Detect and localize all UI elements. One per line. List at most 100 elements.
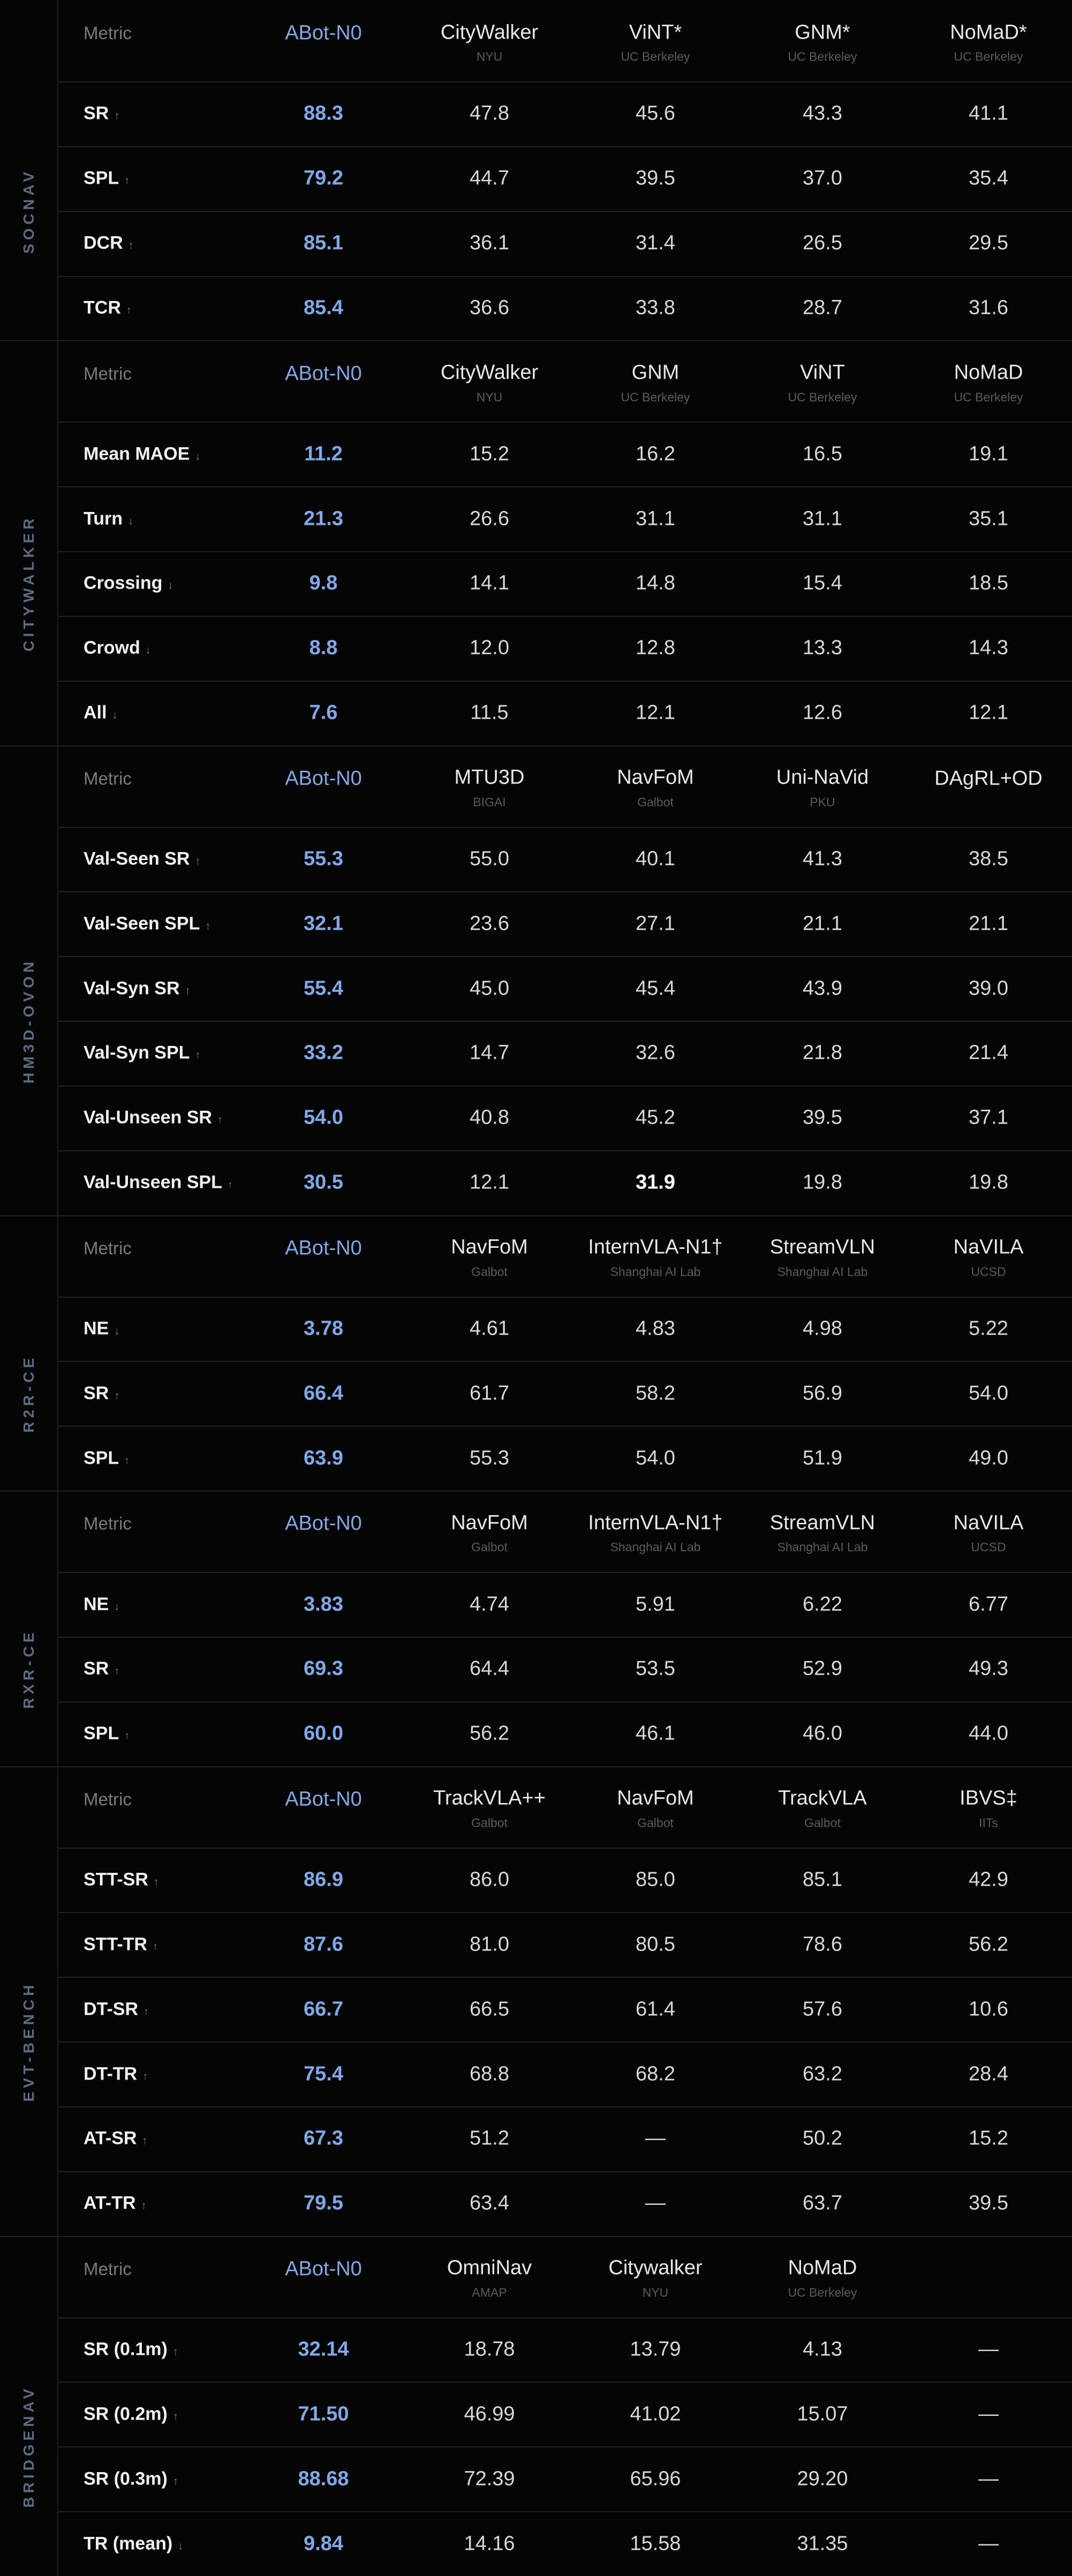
- column-name: Citywalker: [608, 2256, 703, 2279]
- value-cell: 3.83: [304, 1593, 343, 1616]
- metric-label: Crossing ↓: [84, 573, 173, 594]
- metric-header: Metric: [84, 1238, 132, 1258]
- value-cell: 15.2: [969, 2127, 1008, 2150]
- metric-name: STT-TR: [84, 1934, 147, 1955]
- metric-label: Val-Syn SR ↑: [84, 978, 191, 999]
- direction-arrow: ↓: [114, 1601, 120, 1613]
- metric-name: NE: [84, 1318, 109, 1339]
- column-name: ABot-N0: [285, 21, 362, 44]
- direction-arrow: ↓: [168, 579, 173, 592]
- metric-header: Metric: [84, 1513, 132, 1534]
- metric-header: Metric: [84, 768, 132, 788]
- direction-arrow: ↓: [112, 709, 118, 721]
- value-cell: 16.2: [636, 442, 675, 465]
- header-divider: [57, 826, 1072, 828]
- value-cell: 65.96: [630, 2467, 681, 2490]
- metric-label: NE ↓: [84, 1594, 119, 1615]
- row-divider: [57, 2446, 1072, 2448]
- value-cell: 57.6: [803, 1998, 842, 2021]
- value-cell: 39.5: [636, 167, 675, 190]
- direction-arrow: ↓: [128, 515, 134, 528]
- metric-label: Val-Unseen SR ↑: [84, 1108, 223, 1128]
- metric-label: DT-SR ↑: [84, 1999, 149, 2020]
- metric-name: Val-Unseen SR: [84, 1107, 212, 1128]
- metric-header: Metric: [84, 23, 132, 43]
- section-divider: [0, 340, 1072, 342]
- direction-arrow: ↑: [205, 920, 211, 932]
- metric-name: SR (0.2m): [84, 2404, 168, 2424]
- value-cell: 13.3: [803, 636, 842, 659]
- section-divider: [0, 1766, 1072, 1767]
- value-cell: —: [645, 2191, 666, 2215]
- metric-label: AT-TR ↑: [84, 2193, 147, 2214]
- header-divider: [57, 421, 1072, 423]
- column-name: NaVILA: [953, 1236, 1024, 1259]
- section-label: BRIDGENAV: [20, 2385, 37, 2508]
- column-affiliation: NYU: [642, 2285, 669, 2300]
- value-cell: 64.4: [470, 1657, 509, 1680]
- column-name: ABot-N0: [285, 362, 362, 385]
- value-cell: 51.9: [803, 1447, 842, 1470]
- value-cell: 32.1: [304, 912, 343, 935]
- value-cell: 4.83: [636, 1317, 675, 1340]
- row-divider: [57, 1021, 1072, 1022]
- metric-name: SR: [84, 103, 109, 124]
- metric-label: SR ↑: [84, 1659, 119, 1679]
- value-cell: 6.77: [969, 1593, 1008, 1616]
- metric-name: Val-Syn SR: [84, 978, 180, 999]
- value-cell: 32.6: [636, 1041, 675, 1064]
- metric-name: Val-Unseen SPL: [84, 1172, 222, 1193]
- value-cell: 15.2: [470, 442, 509, 465]
- column-affiliation: Galbot: [471, 1816, 508, 1830]
- value-cell: 21.1: [969, 912, 1008, 935]
- value-cell: 39.0: [969, 977, 1008, 1000]
- value-cell: 44.7: [470, 167, 509, 190]
- column-affiliation: AMAP: [472, 2285, 507, 2300]
- value-cell: 58.2: [636, 1382, 675, 1405]
- column-name: NoMaD: [788, 2256, 857, 2279]
- value-cell: 26.6: [470, 507, 509, 530]
- column-name: ABot-N0: [285, 767, 362, 790]
- metric-label: DT-TR ↑: [84, 2063, 148, 2084]
- section-divider: [0, 2235, 1072, 2237]
- row-divider: [57, 2511, 1072, 2513]
- metric-label: Val-Syn SPL ↑: [84, 1043, 200, 1064]
- value-cell: 36.1: [470, 231, 509, 254]
- value-cell: 9.8: [309, 571, 338, 594]
- column-name: ViNT: [800, 361, 845, 384]
- value-cell: 46.0: [803, 1722, 842, 1745]
- metric-name: Crowd: [84, 637, 140, 658]
- metric-name: SR: [84, 1658, 109, 1679]
- value-cell: 39.5: [803, 1106, 842, 1129]
- value-cell: 55.3: [470, 1447, 509, 1470]
- value-cell: 35.1: [969, 507, 1008, 530]
- metric-name: All: [84, 702, 107, 723]
- value-cell: 16.5: [803, 442, 842, 465]
- value-cell: —: [978, 2467, 999, 2490]
- value-cell: 45.2: [636, 1106, 675, 1129]
- value-cell: 85.1: [803, 1868, 842, 1891]
- metric-name: TCR: [84, 297, 121, 318]
- row-divider: [57, 551, 1072, 553]
- metric-label: TCR ↑: [84, 297, 132, 318]
- value-cell: 50.2: [803, 2127, 842, 2150]
- metric-label: SR ↑: [84, 1383, 119, 1404]
- value-cell: 39.5: [969, 2191, 1008, 2215]
- value-cell: 28.7: [803, 296, 842, 319]
- value-cell: 46.99: [464, 2402, 515, 2426]
- metric-label: DCR ↑: [84, 233, 134, 254]
- metric-name: SR (0.3m): [84, 2468, 168, 2489]
- value-cell: 85.0: [636, 1868, 675, 1891]
- value-cell: 85.1: [304, 231, 343, 254]
- value-cell: 68.2: [636, 2062, 675, 2085]
- value-cell: 85.4: [304, 296, 343, 319]
- metric-label: SPL ↑: [84, 1723, 130, 1744]
- column-name: ViNT*: [629, 21, 682, 44]
- value-cell: 42.9: [969, 1868, 1008, 1891]
- value-cell: 45.6: [636, 102, 675, 125]
- value-cell: 45.0: [470, 977, 509, 1000]
- row-divider: [57, 2042, 1072, 2043]
- column-affiliation: Shanghai AI Lab: [777, 1540, 868, 1554]
- value-cell: 21.1: [803, 912, 842, 935]
